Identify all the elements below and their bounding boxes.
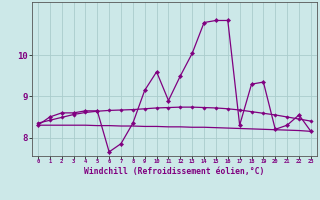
X-axis label: Windchill (Refroidissement éolien,°C): Windchill (Refroidissement éolien,°C) — [84, 167, 265, 176]
